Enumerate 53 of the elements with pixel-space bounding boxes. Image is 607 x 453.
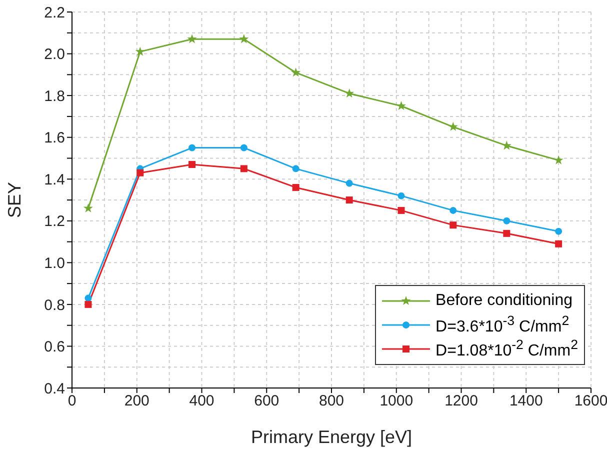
x-axis-title: Primary Energy [eV] xyxy=(250,427,412,447)
point xyxy=(503,230,510,237)
y-tick-label: 0.4 xyxy=(44,380,65,398)
x-tick-label: 1200 xyxy=(444,392,478,410)
legend-label: D=3.6*10$^{-3}$ C/mm$^{2}$ xyxy=(436,313,570,337)
point xyxy=(554,155,564,164)
point xyxy=(398,192,405,200)
y-tick-label: 1.4 xyxy=(44,171,65,188)
point xyxy=(292,165,300,172)
point xyxy=(344,88,354,98)
x-tick-label: 200 xyxy=(124,392,150,410)
point xyxy=(291,68,301,77)
point xyxy=(239,34,249,44)
point xyxy=(188,160,196,168)
point xyxy=(502,140,512,150)
x-tick-label: 800 xyxy=(318,392,344,410)
point xyxy=(398,206,405,214)
x-tick-label: 1000 xyxy=(380,392,414,410)
point xyxy=(555,228,562,235)
point xyxy=(450,206,457,214)
point xyxy=(240,144,248,152)
point xyxy=(346,180,353,187)
y-axis-title: SEY xyxy=(4,182,24,218)
point xyxy=(503,217,510,224)
point xyxy=(135,46,145,56)
y-tick-label: 2.2 xyxy=(44,4,65,22)
legend-label: D=1.08*10$^{-2}$ C/mm$^{2}$ xyxy=(436,337,578,361)
point xyxy=(450,222,457,229)
point xyxy=(83,203,93,212)
point xyxy=(187,34,197,44)
legend-label: Before conditioning xyxy=(436,292,573,310)
x-tick-label: 600 xyxy=(254,392,280,410)
y-tick-label: 2.0 xyxy=(44,46,65,64)
y-tick-label: 1.6 xyxy=(44,130,65,147)
point xyxy=(396,101,406,110)
point xyxy=(136,169,144,176)
point xyxy=(240,165,248,172)
point xyxy=(555,240,562,248)
y-tick-label: 0.8 xyxy=(44,296,65,314)
point xyxy=(346,196,353,204)
point xyxy=(84,294,92,302)
x-tick-label: 1600 xyxy=(574,392,607,410)
y-tick-label: 1.8 xyxy=(44,88,65,105)
x-tick-label: 0 xyxy=(68,392,76,410)
x-tick-label: 400 xyxy=(189,392,214,410)
y-tick-label: 0.6 xyxy=(44,338,65,356)
y-tick-label: 1.2 xyxy=(44,213,65,230)
point xyxy=(448,122,458,131)
y-tick-label: 1.0 xyxy=(44,254,65,272)
point xyxy=(84,300,92,308)
point xyxy=(188,144,196,152)
x-tick-label: 1400 xyxy=(509,392,543,410)
point xyxy=(292,184,300,191)
